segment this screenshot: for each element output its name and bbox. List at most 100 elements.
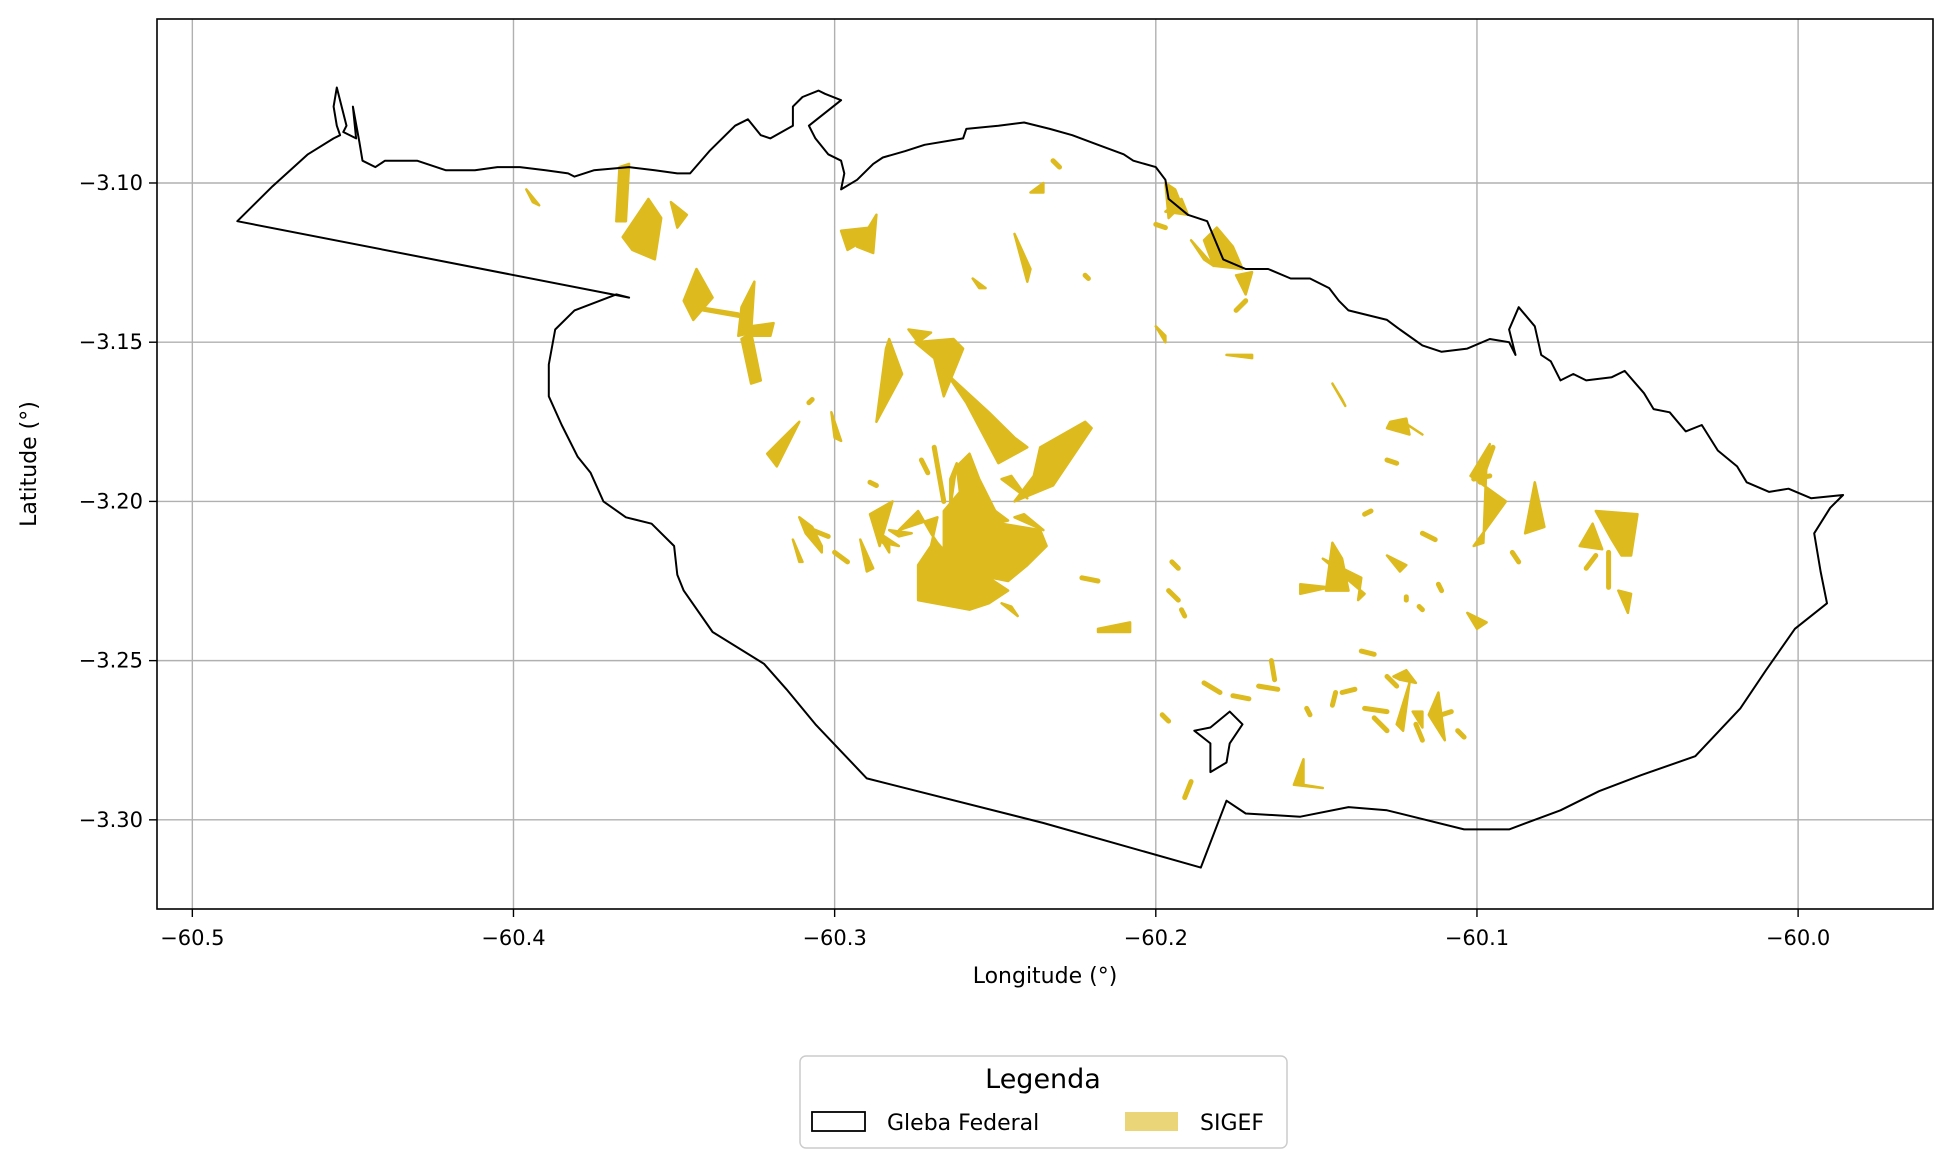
sigef-parcel (945, 372, 1029, 465)
sigef-parcel (615, 162, 631, 223)
sigef-parcel (1371, 715, 1390, 734)
sigef-parcel (1299, 582, 1331, 596)
sigef-parcel (765, 420, 801, 468)
sigef-parcel (1427, 691, 1447, 742)
sigef-parcel (1362, 705, 1390, 715)
sigef-parcel (1578, 522, 1604, 551)
sigef-parcel (1477, 444, 1496, 485)
sigef-parcel (918, 457, 931, 476)
sigef-parcel (981, 500, 1010, 525)
sigef-parcel (1439, 709, 1454, 718)
legend-swatch-sigef (1125, 1112, 1178, 1131)
sigef-parcel (1230, 693, 1252, 702)
sigef-parcel (1392, 668, 1418, 685)
sigef-parcel (1362, 508, 1374, 517)
x-tick-label: −60.2 (1124, 926, 1188, 950)
y-tick-label: −3.25 (79, 649, 143, 673)
sigef-parcel (1179, 607, 1188, 619)
sigef-parcel (1466, 611, 1488, 631)
sigef-parcel (1256, 683, 1281, 692)
legend-label-sigef: SIGEF (1200, 1111, 1264, 1136)
sigef-parcel (1082, 272, 1091, 281)
sigef-parcel (1416, 604, 1425, 613)
x-axis: −60.5 −60.4 −60.3 −60.2 −60.1 −60.0 (160, 909, 1830, 950)
sigef-parcel (1013, 232, 1032, 283)
x-tick-label: −60.1 (1445, 926, 1509, 950)
sigef-parcel (887, 528, 913, 538)
sigef-parcel (749, 321, 775, 338)
sigef-parcel (830, 411, 843, 443)
y-tick-label: −3.15 (79, 330, 143, 354)
sigef-parcel (682, 267, 714, 322)
sigef-parcel (1153, 221, 1168, 231)
sigef-parcel (1013, 420, 1093, 503)
y-tick-label: −3.20 (79, 489, 143, 513)
sigef-parcel (1304, 705, 1313, 718)
sigef-parcel (525, 188, 541, 207)
sigef-parcel (1435, 581, 1445, 594)
sigef-parcel (698, 305, 740, 318)
sigef-parcel (1321, 557, 1366, 602)
y-axis-title: Latitude (°) (17, 401, 42, 527)
legend-title: Legenda (985, 1064, 1101, 1095)
sigef-parcel (867, 479, 879, 488)
sigef-parcel (949, 461, 958, 510)
sigef-parcel (859, 538, 875, 573)
sigef-parcel (1331, 382, 1347, 408)
sigef-parcel (1159, 712, 1172, 724)
grid-lines (157, 19, 1933, 909)
sigef-parcel (809, 527, 831, 539)
sigef-parcel (868, 500, 894, 548)
sigef-parcel (806, 397, 815, 406)
sigef-parcel (1413, 721, 1425, 743)
sigef-parcel (1401, 420, 1424, 436)
gleba-federal-layer (236, 86, 1845, 869)
sigef-parcel (1096, 621, 1132, 634)
y-tick-label: −3.10 (79, 171, 143, 195)
sigef-parcel (1395, 681, 1411, 732)
y-axis: −3.10 −3.15 −3.20 −3.25 −3.30 (79, 171, 157, 832)
sigef-parcel (1233, 298, 1249, 313)
sigef-parcel (1329, 690, 1339, 708)
sigef-parcel (1201, 680, 1223, 695)
sigef-parcel (1455, 728, 1467, 740)
sigef-parcel (1050, 158, 1062, 170)
x-axis-title: Longitude (°) (973, 964, 1118, 989)
sigef-parcel (832, 549, 850, 565)
sigef-parcel (621, 197, 663, 261)
sigef-parcel (1189, 239, 1215, 268)
sigef-parcel (1268, 658, 1278, 683)
sigef-parcel (1166, 588, 1181, 603)
sigef-parcel (1013, 512, 1045, 532)
sigef-parcel (1079, 575, 1101, 584)
sigef-parcel (1339, 686, 1358, 695)
sigef-parcel (1384, 457, 1400, 466)
sigef-parcel (1384, 674, 1400, 689)
sigef-parcel (907, 328, 933, 344)
sigef-parcel (1169, 559, 1181, 571)
sigef-parcel (875, 337, 904, 424)
sigef-parcel (1509, 549, 1522, 565)
sigef-parcel (740, 331, 763, 385)
sigef-parcel (897, 509, 1010, 611)
sigef-parcel (798, 516, 824, 554)
sigef-parcel (855, 213, 878, 255)
sigef-parcel (1182, 779, 1194, 801)
sigef-parcel (1617, 589, 1633, 615)
sigef-parcel (1385, 554, 1408, 573)
sigef-parcel (1292, 758, 1325, 790)
sigef-parcel (1469, 442, 1508, 548)
sigef-parcel (791, 538, 804, 564)
sigef-parcel (1411, 710, 1424, 729)
y-tick-label: −3.30 (79, 808, 143, 832)
sigef-parcel (1419, 530, 1438, 543)
sigef-parcel (1234, 270, 1254, 296)
x-tick-label: −60.4 (481, 926, 545, 950)
sigef-parcel (971, 277, 987, 290)
sigef-parcel (1225, 353, 1254, 360)
sigef-parcel (913, 337, 965, 398)
sigef-parcel (1358, 648, 1377, 657)
gleba-federal-boundary (236, 86, 1845, 869)
sigef-parcel (878, 535, 891, 554)
